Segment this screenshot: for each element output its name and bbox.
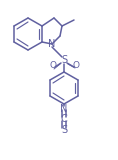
Text: O: O: [72, 61, 80, 71]
Text: N: N: [60, 104, 68, 114]
Text: S: S: [61, 125, 67, 135]
Text: N: N: [48, 39, 56, 49]
Text: C: C: [61, 114, 67, 124]
Text: S: S: [61, 55, 67, 65]
Text: O: O: [49, 61, 57, 71]
